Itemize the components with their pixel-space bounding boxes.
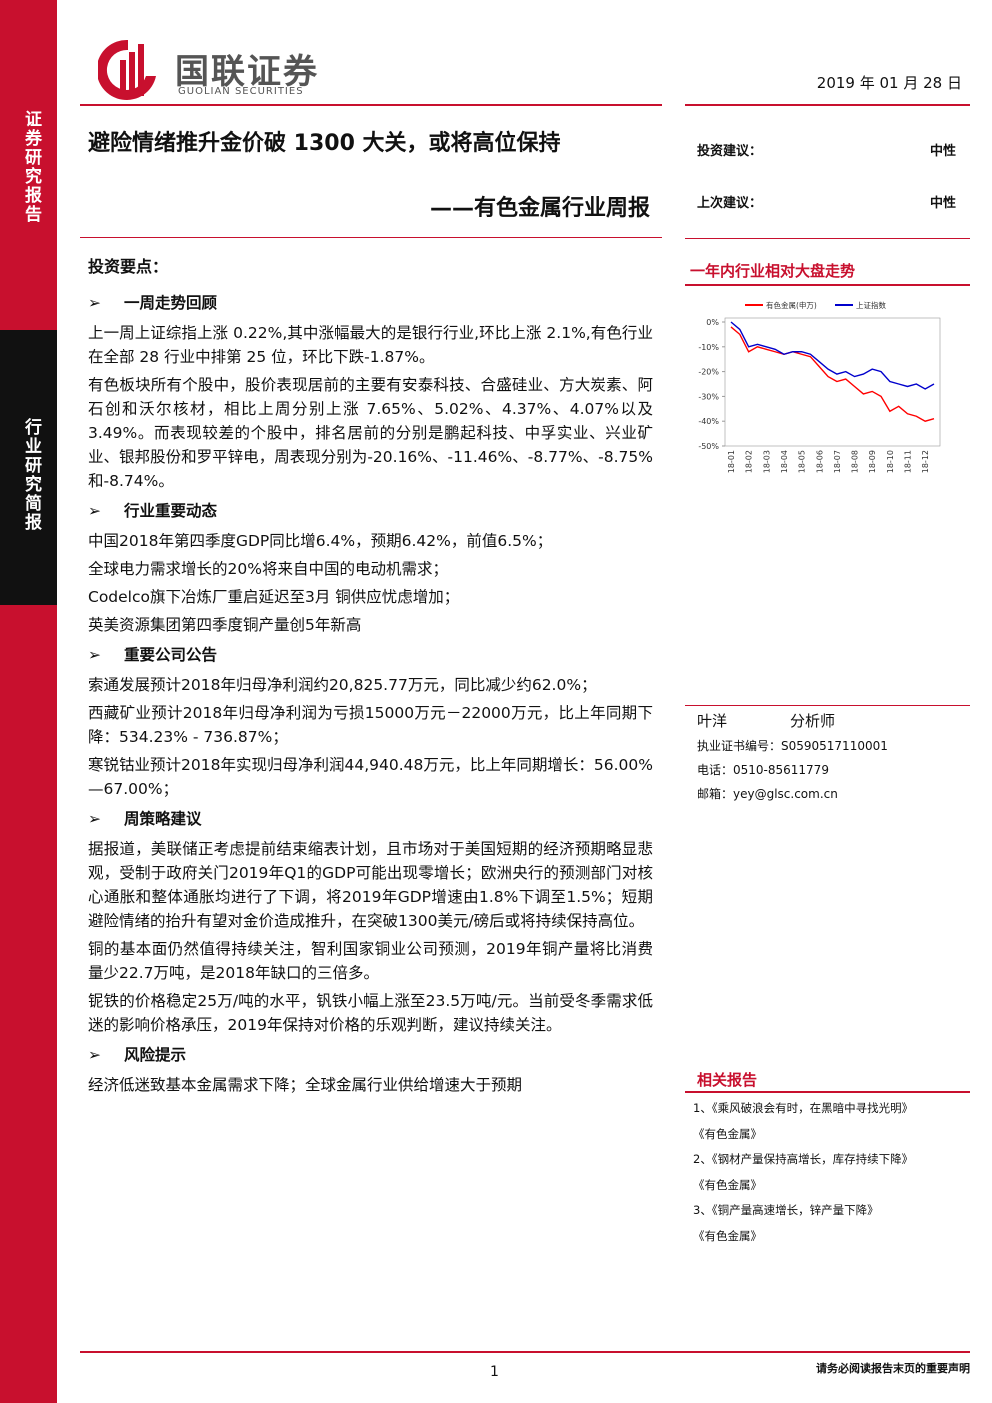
- x-tick-label: 18-01: [727, 450, 736, 473]
- paragraph: 有色板块所有个股中，股价表现居前的主要有安泰科技、合盛硅业、方大炭素、阿石创和沃…: [88, 376, 653, 490]
- rule: [685, 284, 970, 286]
- paragraph: 全球电力需求增长的20%将来自中国的电动机需求；: [88, 560, 448, 578]
- related-item: 1、《乘风破浪会有时，在黑暗中寻找光明》: [693, 1101, 914, 1115]
- paragraph: 西藏矿业预计2018年归母净利润为亏损15000万元－22000万元，比上年同期…: [88, 704, 653, 746]
- related-item: 《有色金属》: [693, 1228, 762, 1243]
- analyst-line: 执业证书编号：S0590517110001: [697, 739, 888, 753]
- rating-value: 中性: [930, 144, 957, 159]
- x-tick-label: 18-08: [851, 450, 860, 473]
- series-line: [730, 326, 935, 422]
- rule: [685, 1091, 970, 1093]
- y-tick-label: -30%: [698, 392, 719, 401]
- rule: [685, 705, 970, 706]
- section-heading: 风险提示: [88, 1043, 653, 1067]
- section-heading: 周策略建议: [88, 807, 653, 831]
- page-number: 1: [490, 1364, 499, 1380]
- x-tick-label: 18-07: [833, 450, 842, 473]
- title: 避险情绪推升金价破 1300 大关，或将高位保持: [88, 131, 561, 156]
- sidebar-middle: 行业研究简报: [21, 418, 41, 532]
- related-item: 《有色金属》: [693, 1126, 762, 1141]
- x-tick-label: 18-12: [921, 450, 930, 473]
- analyst-info: 执业证书编号：S0590517110001 电话：0510-85611779 邮箱：…: [697, 734, 888, 806]
- sidebar-top: 证券研究报告: [21, 110, 41, 224]
- chart-heading: 一年内行业相对大盘走势: [690, 262, 856, 280]
- series-line: [730, 321, 935, 390]
- rating-value: 中性: [930, 196, 957, 211]
- rating-label: 投资建议：: [697, 144, 763, 159]
- x-tick-label: 18-03: [762, 450, 771, 473]
- plot-frame: [724, 317, 941, 447]
- rating-label: 上次建议：: [697, 196, 763, 211]
- rule: [80, 1351, 970, 1353]
- paragraph: 英美资源集团第四季度铜产量创5年新高: [88, 616, 362, 634]
- logo-subtext: GUOLIAN SECURITIES: [178, 86, 304, 97]
- x-tick-label: 18-02: [745, 450, 754, 473]
- analyst-line: 电话：0510-85611779: [697, 763, 829, 777]
- date: 2019 年 01 月 28 日: [816, 74, 962, 92]
- rule: [685, 104, 970, 106]
- sidebar-block: [0, 330, 57, 605]
- related-item: 3、《铜产量高速增长，锌产量下降》: [693, 1203, 879, 1217]
- x-tick-label: 18-05: [798, 450, 807, 473]
- related-item: 《有色金属》: [693, 1177, 762, 1192]
- x-tick-label: 18-06: [815, 450, 824, 473]
- paragraph: 索通发展预计2018年归母净利润约20,825.77万元，同比减少约62.0%；: [88, 676, 597, 694]
- logo-mark: [98, 39, 156, 100]
- rule: [80, 237, 662, 238]
- sidebar: [0, 0, 57, 1403]
- chart: 0% -10% -20% -30% -40% -50% 18-01 18-02 18-03 18-…: [698, 300, 941, 473]
- rule: [685, 238, 970, 239]
- x-tick-label: 18-09: [868, 450, 877, 473]
- y-tick-label: -50%: [698, 442, 719, 451]
- y-tick-label: -10%: [698, 343, 719, 352]
- paragraph: 经济低迷致基本金属需求下降；全球金属行业供给增速大于预期: [88, 1076, 523, 1094]
- legend-label: 有色金属(申万): [766, 300, 817, 310]
- paragraph: 寒锐钴业预计2018年实现归母净利润44,940.48万元，比上年同期增长：56…: [88, 756, 653, 798]
- subtitle: ——有色金属行业周报: [429, 196, 650, 221]
- analyst-role: 分析师: [790, 712, 836, 730]
- related-title: 相关报告: [697, 1071, 758, 1089]
- paragraph: Codelco旗下冶炼厂重启延迟至3月 铜供应忧虑增加；: [88, 588, 460, 606]
- related-item: 2、《钢材产量保持高增长，库存持续下降》: [693, 1152, 914, 1166]
- paragraph: 中国2018年第四季度GDP同比增6.4%，预期6.42%，前值6.5%；: [88, 532, 553, 550]
- paragraph: 上一周上证综指上涨 0.22%,其中涨幅最大的是银行行业,环比上涨 2.1%,有…: [88, 324, 653, 366]
- rule: [80, 104, 662, 106]
- logo-text: 国联证券: [175, 52, 319, 92]
- legend-label: 上证指数: [856, 300, 886, 310]
- analyst-name: 叶洋: [697, 712, 728, 730]
- x-tick-label: 18-11: [904, 450, 913, 473]
- y-tick-label: 0%: [706, 318, 719, 327]
- disclaimer: 请务必阅读报告末页的重要声明: [816, 1362, 970, 1375]
- section-heading: 行业重要动态: [88, 499, 653, 523]
- paragraph: 据报道，美联储正考虑提前结束缩表计划，且市场对于美国短期的经济预期略显悲观，受制…: [88, 840, 653, 930]
- x-tick-label: 18-04: [780, 450, 789, 473]
- y-tick-label: -20%: [698, 368, 719, 377]
- related-list: 1、《乘风破浪会有时，在黑暗中寻找光明》 《有色金属》 2、《钢材产量保持高增长，库…: [693, 1096, 913, 1249]
- paragraph: 铌铁的价格稳定25万/吨的水平，钒铁小幅上涨至23.5万吨/元。当前受冬季需求低…: [88, 992, 653, 1034]
- analyst-line: 邮箱：yey@glsc.com.cn: [697, 787, 838, 801]
- y-tick-label: -40%: [698, 417, 719, 426]
- section-heading: 重要公司公告: [88, 643, 653, 667]
- paragraph: 铜的基本面仍然值得持续关注，智利国家铜业公司预测，2019年铜产量将比消费量少2…: [88, 940, 653, 982]
- section-heading: 一周走势回顾: [88, 291, 653, 315]
- x-tick-label: 18-10: [886, 450, 895, 473]
- key-points-title: 投资要点：: [88, 257, 169, 276]
